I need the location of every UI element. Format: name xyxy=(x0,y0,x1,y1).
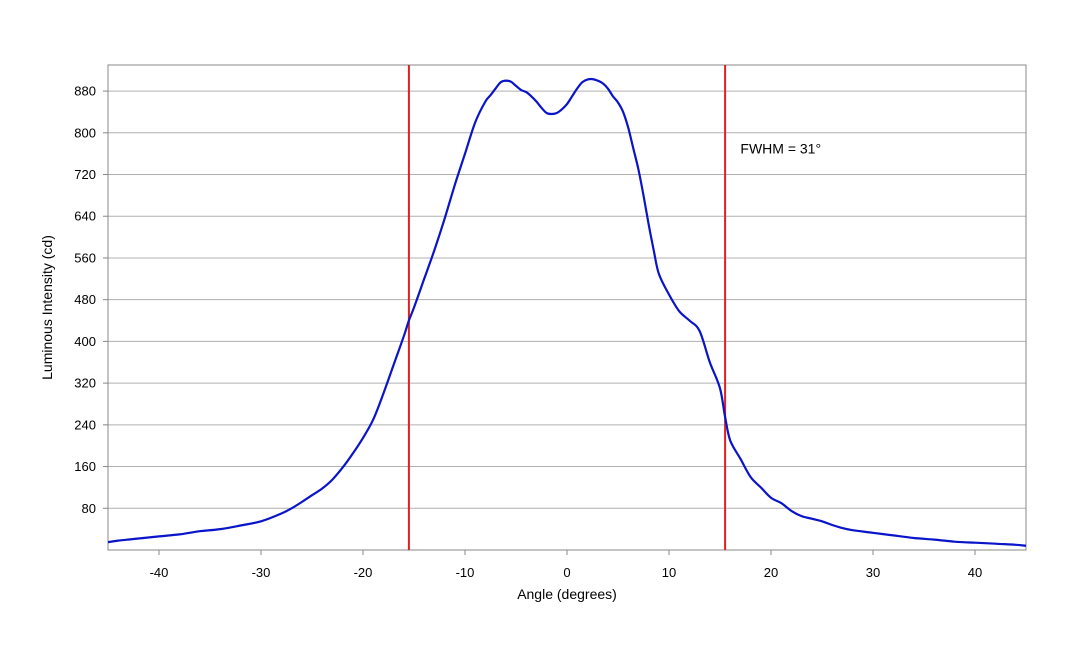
y-tick-label: 800 xyxy=(74,125,96,140)
x-tick-labels: -40 -30 -20 -10 0 10 20 30 40 xyxy=(150,550,982,580)
x-tick-label: 10 xyxy=(662,565,676,580)
y-tick-label: 480 xyxy=(74,292,96,307)
series-layer xyxy=(107,77,1027,547)
y-tick-label: 560 xyxy=(74,250,96,265)
y-tick-label: 160 xyxy=(74,459,96,474)
y-axis-title: Luminous Intensity (cd) xyxy=(39,235,55,380)
intensity-curve xyxy=(107,77,1027,547)
y-tick-label: 720 xyxy=(74,167,96,182)
y-tick-label: 320 xyxy=(74,376,96,391)
x-tick-label: 40 xyxy=(968,565,982,580)
x-tick-label: -40 xyxy=(150,565,169,580)
y-tick-label: 640 xyxy=(74,209,96,224)
y-tick-label: 240 xyxy=(74,417,96,432)
x-tick-label: -20 xyxy=(354,565,373,580)
x-tick-label: -10 xyxy=(456,565,475,580)
grid-lines xyxy=(108,90,1026,509)
x-tick-label: 30 xyxy=(866,565,880,580)
x-tick-label: 0 xyxy=(563,565,570,580)
y-tick-labels: 80 160 240 320 400 480 560 640 720 800 880 xyxy=(74,84,108,516)
x-tick-label: -30 xyxy=(252,565,271,580)
y-tick-label: 400 xyxy=(74,334,96,349)
y-tick-label: 880 xyxy=(74,84,96,99)
x-tick-label: 20 xyxy=(764,565,778,580)
fwhm-annotation: FWHM = 31° xyxy=(740,141,821,157)
reference-lines xyxy=(407,65,727,550)
x-axis-title: Angle (degrees) xyxy=(517,586,617,602)
y-tick-label: 80 xyxy=(82,501,96,516)
plot-area-frame xyxy=(107,64,1027,551)
